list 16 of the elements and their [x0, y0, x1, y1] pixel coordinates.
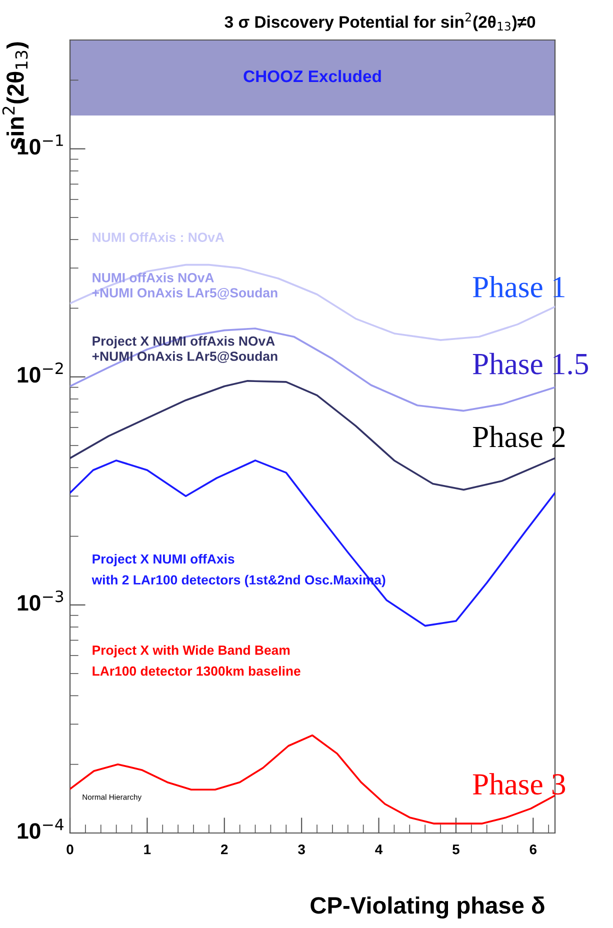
chart-title: 3 σ Discovery Potential for sin$^{2}$(2θ$_{13}$)≠0: [224, 12, 536, 32]
band-label: CHOOZ Excluded: [244, 70, 381, 82]
x-tick-label: 1: [144, 844, 151, 854]
x-tick-label: 3: [298, 844, 305, 854]
y-tick-label: 10$^{−3}$: [18, 590, 64, 611]
y-tick-label: 10$^{−2}$: [18, 362, 63, 383]
x-axis-title: CP-Violating phase δ: [310, 896, 544, 919]
x-tick-label: 0: [66, 844, 74, 854]
x-tick-label: 5: [452, 844, 460, 854]
text: NUMI offAxis NOvA +NUMI OnAxis LAr5@Soudan: [92, 272, 278, 300]
series-label: Project X NUMI offAxis NOvA +NUMI OnAxis LAr5@Soudan: [92, 336, 278, 363]
x-tick-label: 6: [530, 844, 537, 854]
x-tick-label: 2: [221, 844, 228, 854]
text: Project X with Wide Band Beam LAr100 detector 1300km baseline: [92, 645, 300, 676]
y-tick-label: 10$^{−4}$: [18, 818, 64, 839]
x-tick-label: 4: [375, 844, 383, 854]
